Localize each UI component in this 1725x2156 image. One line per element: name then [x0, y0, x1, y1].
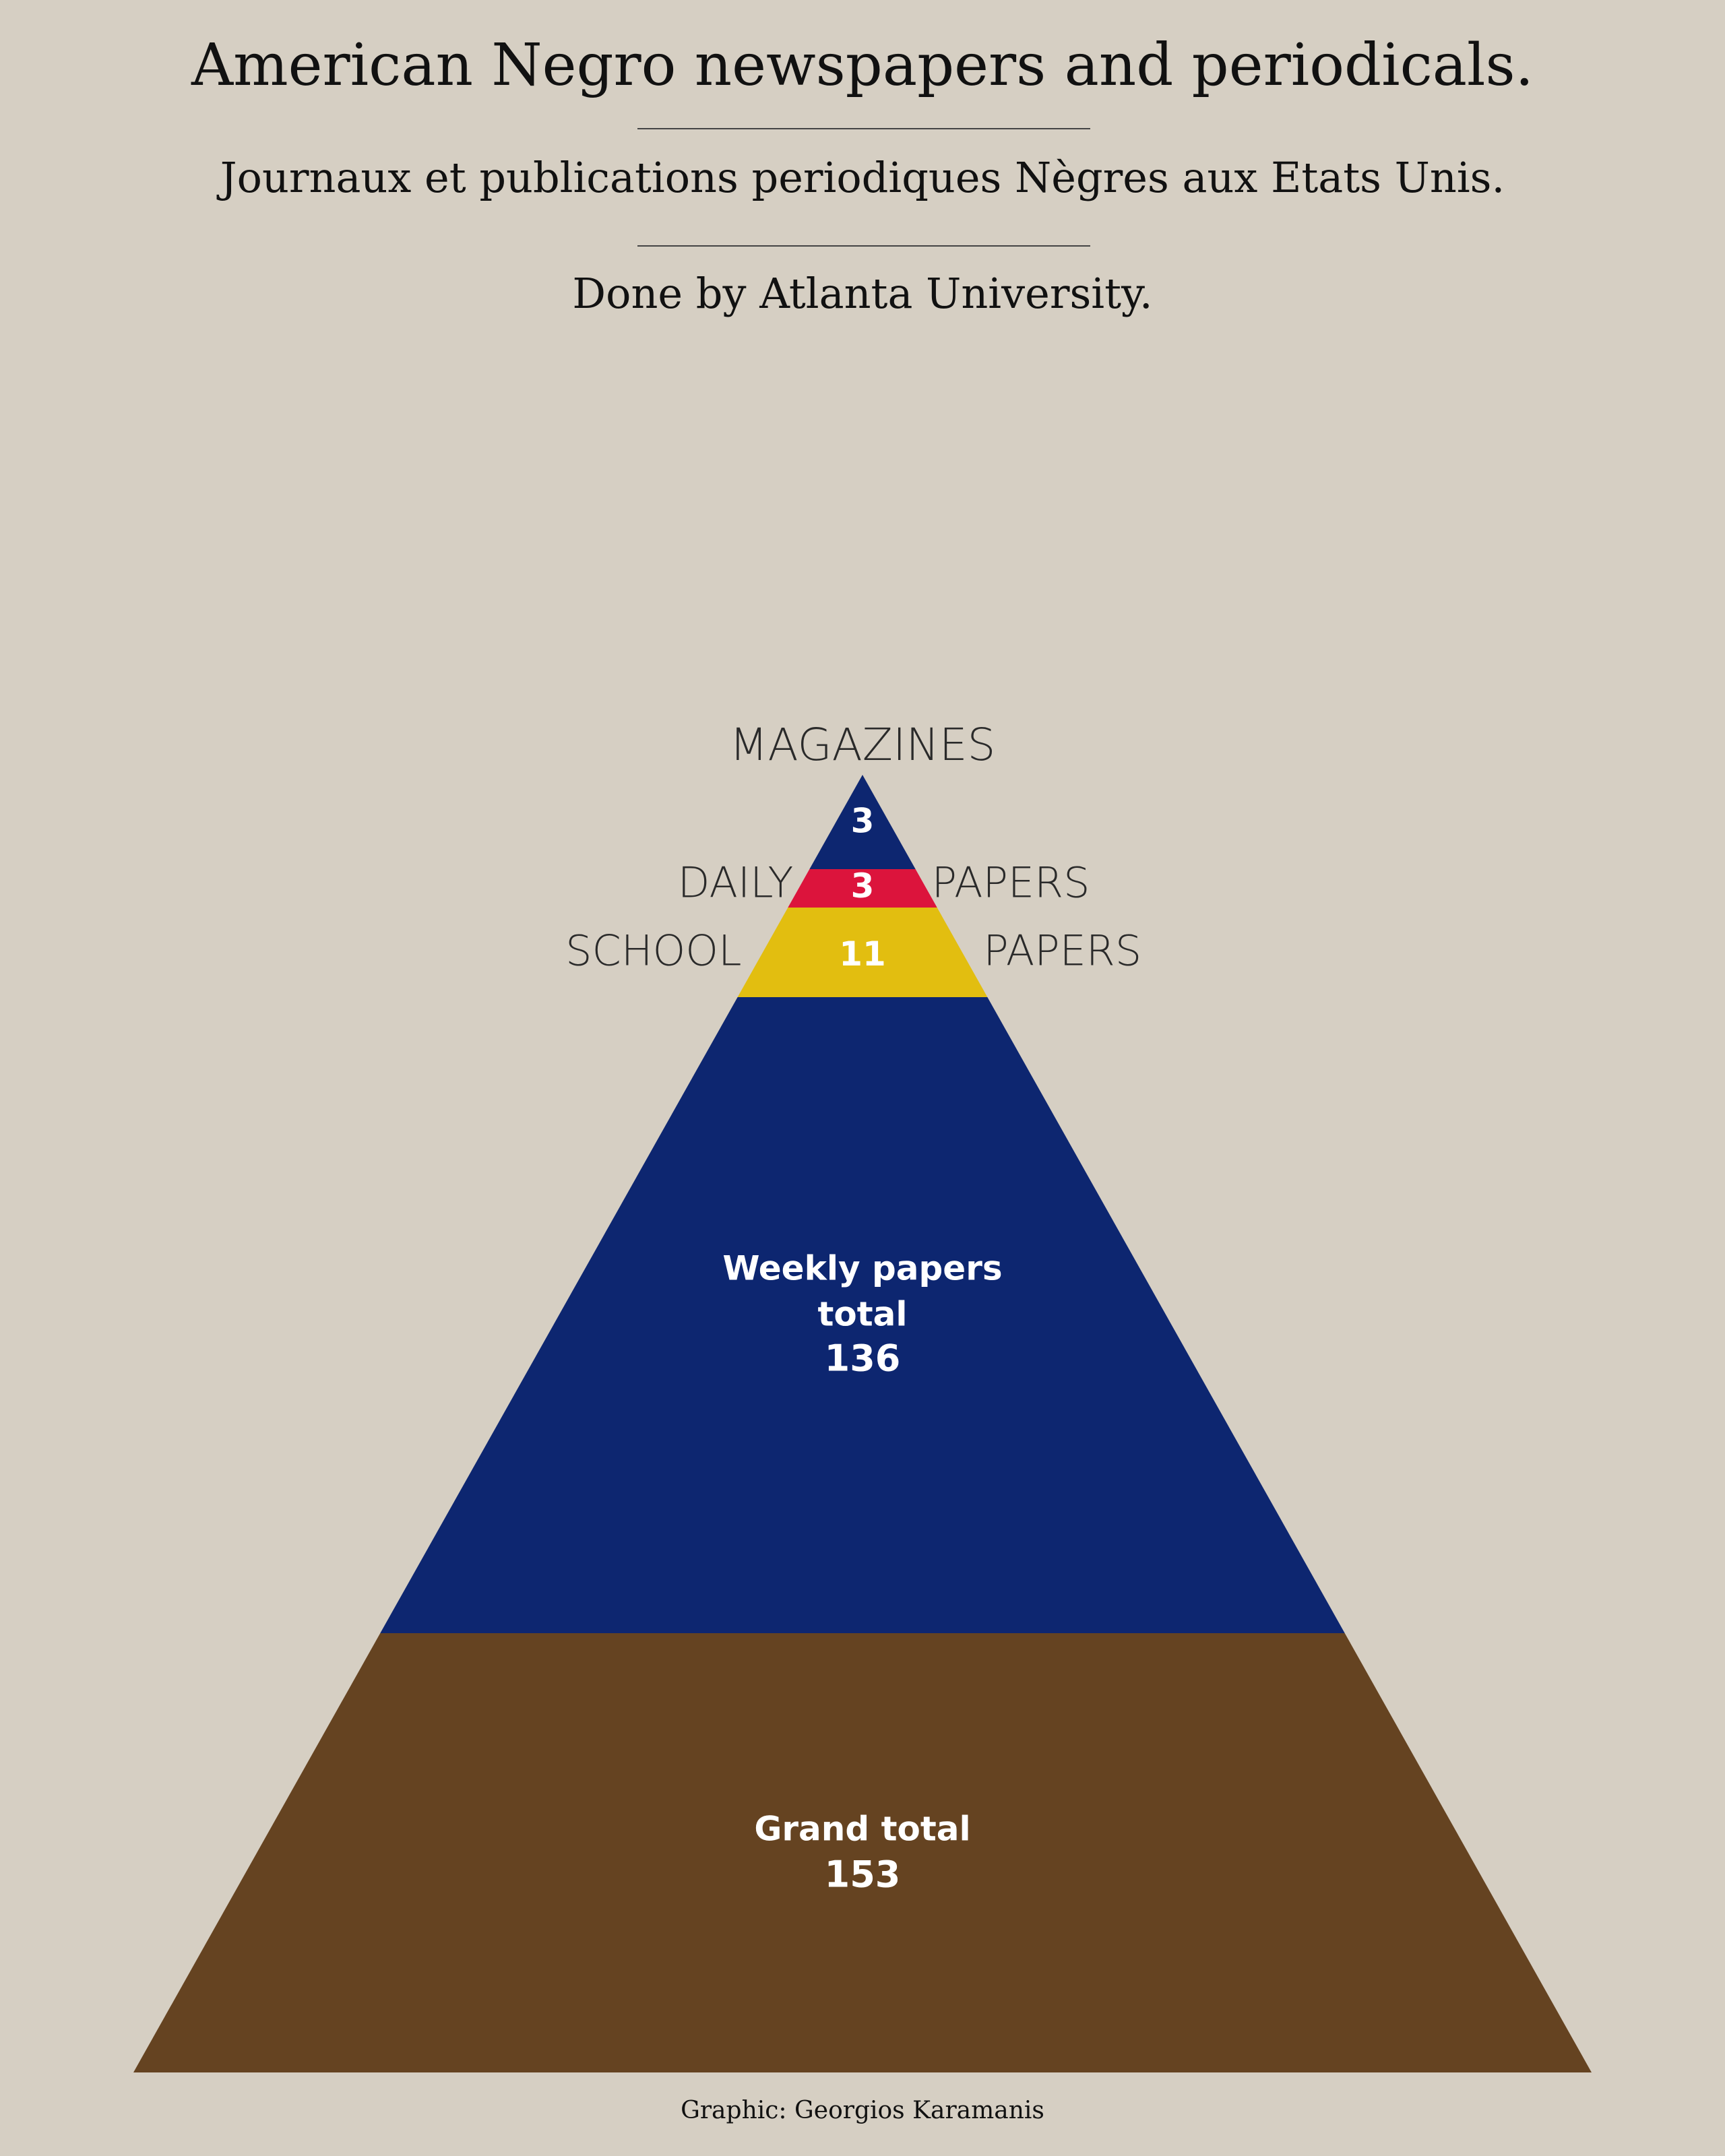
school-left-label: SCHOOL	[565, 926, 741, 976]
magazines-label: MAGAZINES	[730, 719, 996, 771]
school-value-label: 11	[839, 934, 886, 974]
magazines-value-label: 3	[851, 802, 875, 841]
daily-left-label: DAILY	[678, 858, 794, 908]
grand-total-band	[133, 1633, 1592, 2072]
magazines-band	[809, 775, 916, 869]
daily-band	[788, 869, 937, 908]
daily-value-label: 3	[851, 866, 875, 906]
weekly-text-line: Weekly papers	[722, 1249, 1002, 1288]
weekly-text-line: total	[817, 1295, 907, 1334]
daily-right-label: PAPERS	[932, 858, 1090, 908]
weekly-text-line: 136	[825, 1337, 901, 1380]
chart-title: American Negro newspapers and periodical…	[191, 32, 1534, 99]
school-right-label: PAPERS	[983, 926, 1141, 976]
grand-total-text-line: Grand total	[754, 1810, 970, 1849]
chart-subtitle: Journaux et publications periodiques Nèg…	[220, 153, 1505, 202]
school-band	[737, 908, 988, 997]
subtitle-divider	[637, 245, 1090, 247]
title-divider	[637, 128, 1090, 129]
credit-line: Done by Atlanta University.	[572, 269, 1153, 318]
graphic-credit: Graphic: Georgios Karamanis	[681, 2097, 1044, 2124]
grand-total-text-line: 153	[825, 1853, 901, 1896]
weekly-band	[380, 997, 1345, 1633]
